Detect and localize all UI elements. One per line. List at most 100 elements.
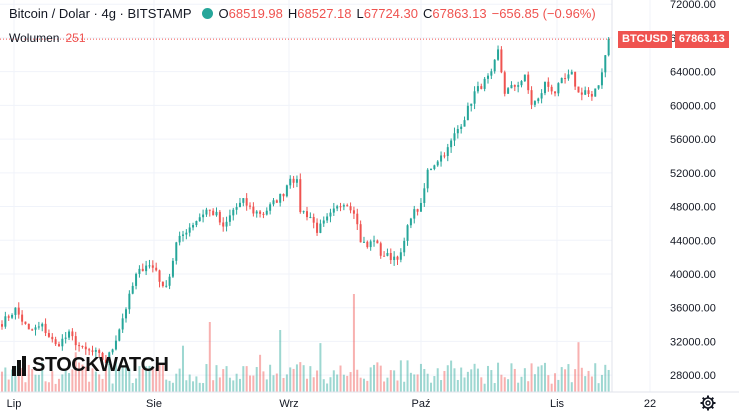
- volume-bar: [403, 381, 406, 392]
- candle-body: [366, 241, 369, 248]
- candle-body: [44, 323, 47, 334]
- candle-body: [577, 86, 580, 93]
- volume-legend[interactable]: Wolumen 251: [9, 31, 86, 45]
- volume-bar: [564, 369, 567, 392]
- volume-bar: [155, 368, 158, 392]
- volume-bar: [255, 367, 258, 392]
- volume-bar: [574, 369, 577, 392]
- candle-body: [88, 349, 91, 351]
- candle-body: [108, 352, 111, 363]
- candle-body: [560, 78, 563, 84]
- volume-bar: [446, 365, 449, 392]
- time-axis[interactable]: Lip Sie Wrz Paź Lis 22: [0, 391, 739, 410]
- candle-body: [554, 91, 557, 94]
- candle-body: [131, 285, 134, 294]
- volume-bar: [460, 367, 463, 392]
- candle-body: [513, 85, 516, 87]
- candle-body: [527, 74, 530, 91]
- volume-bars: [1, 294, 610, 392]
- candle-body: [24, 321, 27, 324]
- volume-bar: [607, 369, 610, 392]
- candle-body: [389, 253, 392, 261]
- volume-bar: [557, 379, 560, 392]
- volume-bar: [366, 380, 369, 392]
- volume-bar: [590, 376, 593, 392]
- candle-body: [312, 216, 315, 223]
- volume-bar: [161, 363, 164, 392]
- candle-body: [1, 324, 3, 327]
- volume-bar: [540, 365, 543, 392]
- logo-text: STOCKWATCH: [32, 354, 169, 376]
- candle-body: [463, 120, 466, 127]
- volume-bar: [426, 373, 429, 392]
- candle-body: [339, 206, 342, 208]
- candle-body: [262, 213, 265, 215]
- candle-body: [269, 204, 272, 211]
- volume-bar: [406, 360, 409, 392]
- y-tick-label: 72000.00: [670, 0, 716, 11]
- volume-bar: [218, 377, 221, 392]
- volume-bar: [242, 366, 245, 392]
- volume-bar: [342, 374, 345, 392]
- volume-bar: [245, 366, 248, 392]
- volume-bar: [78, 362, 81, 392]
- price-axis[interactable]: 72000.0068000.0064000.0060000.0056000.00…: [611, 0, 716, 392]
- y-tick-label: 56000.00: [670, 134, 716, 146]
- candle-body: [111, 349, 114, 353]
- candle-body: [238, 202, 241, 208]
- candle-body: [329, 212, 332, 217]
- volume-bar: [165, 379, 168, 392]
- volume-bar: [503, 377, 506, 392]
- candle-body: [403, 240, 406, 253]
- volume-bar: [222, 369, 225, 392]
- candle-body: [530, 90, 533, 105]
- volume-bar: [249, 375, 252, 392]
- candle-body: [27, 323, 30, 330]
- volume-bar: [81, 364, 84, 392]
- market-status-dot: [201, 8, 213, 19]
- candle-body: [436, 161, 439, 166]
- volume-bar: [399, 360, 402, 392]
- volume-bar: [299, 362, 302, 392]
- volume-bar: [466, 371, 469, 392]
- candle-body: [326, 216, 329, 221]
- candle-body: [342, 205, 345, 207]
- volume-bar: [389, 370, 392, 392]
- candle-body: [550, 86, 553, 92]
- volume-bar: [198, 382, 201, 392]
- candle-body: [584, 90, 587, 95]
- volume-bar: [192, 381, 195, 392]
- candle-body: [292, 178, 295, 183]
- x-tick-label: Wrz: [279, 398, 298, 410]
- candle-body: [7, 316, 10, 318]
- candle-body: [517, 85, 520, 87]
- volume-bar: [205, 364, 208, 392]
- open-label: O: [218, 6, 229, 21]
- candle-body: [369, 241, 372, 248]
- volume-bar: [88, 381, 91, 392]
- symbol-title[interactable]: Bitcoin / Dolar · 4g · BITSTAMP: [9, 6, 192, 21]
- volume-bar: [74, 352, 77, 392]
- candle-body: [71, 331, 74, 337]
- volume-bar: [111, 383, 114, 392]
- volume-bar: [312, 377, 315, 392]
- candle-body: [533, 101, 536, 105]
- volume-bar: [279, 330, 282, 392]
- volume-bar: [11, 369, 14, 392]
- candle-body: [520, 81, 523, 86]
- volume-bar: [21, 368, 24, 392]
- candle-body: [604, 55, 607, 73]
- gear-icon[interactable]: [700, 395, 716, 411]
- volume-bar: [322, 379, 325, 392]
- candle-body: [547, 81, 550, 87]
- candle-body: [543, 81, 546, 94]
- candle-body: [242, 198, 245, 203]
- x-tick-label: Paź: [412, 398, 431, 410]
- candle-body: [155, 267, 158, 271]
- candle-body: [205, 209, 208, 215]
- volume-bar: [84, 366, 87, 392]
- volume-bar: [533, 374, 536, 392]
- candle-body: [493, 59, 496, 72]
- volume-bar: [121, 367, 124, 392]
